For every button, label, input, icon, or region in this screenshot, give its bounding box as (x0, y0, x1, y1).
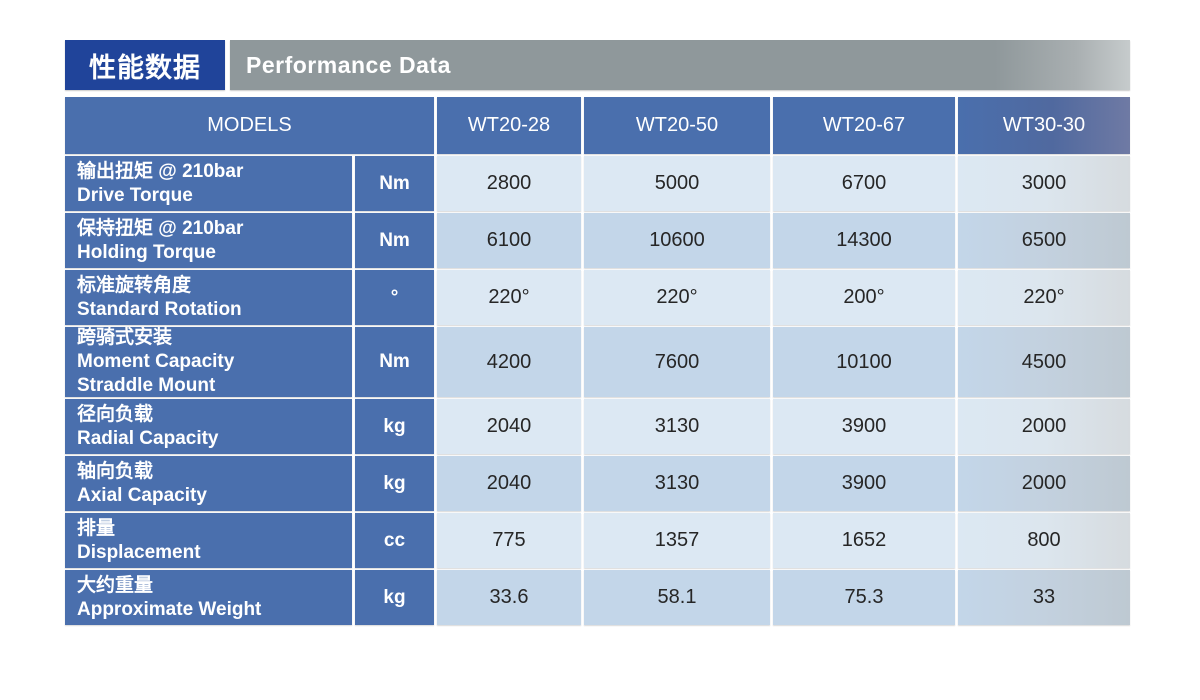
row-label-cell: 大约重量 Approximate Weight (65, 570, 352, 625)
row-label-english: Drive Torque (77, 184, 193, 206)
value-cell: 220° (584, 270, 770, 325)
row-unit-cell: kg (355, 456, 434, 511)
section-title-chinese: 性能数据 (65, 40, 225, 90)
row-unit-cell: ° (355, 270, 434, 325)
row-label-chinese: 标准旋转角度 (77, 274, 192, 296)
value-cell: 33.6 (437, 570, 581, 625)
row-label-english: Approximate Weight (77, 598, 262, 620)
value-cell: 4500 (958, 327, 1130, 397)
value-cell: 75.3 (773, 570, 955, 625)
row-label-cell: 标准旋转角度 Standard Rotation (65, 270, 352, 325)
model-column-header-wt30-30: WT30-30 (958, 97, 1130, 154)
row-label-english: Displacement (77, 541, 201, 563)
row-label-english: Holding Torque (77, 241, 216, 263)
value-cell: 3130 (584, 456, 770, 511)
model-column-header-wt20-50: WT20-50 (584, 97, 770, 154)
row-label-english: Radial Capacity (77, 427, 219, 449)
row-label-chinese: 保持扭矩 @ 210bar (77, 217, 244, 239)
value-cell: 3900 (773, 456, 955, 511)
value-cell: 220° (437, 270, 581, 325)
row-label-cell: 保持扭矩 @ 210bar Holding Torque (65, 213, 352, 268)
value-cell: 3130 (584, 399, 770, 454)
value-cell: 3900 (773, 399, 955, 454)
value-cell: 10100 (773, 327, 955, 397)
row-unit-cell: kg (355, 570, 434, 625)
row-label-chinese: 跨骑式安装 (77, 327, 173, 349)
value-cell: 2800 (437, 156, 581, 211)
row-label-chinese: 输出扭矩 @ 210bar (77, 160, 244, 182)
value-cell: 58.1 (584, 570, 770, 625)
row-label-cell: 径向负载 Radial Capacity (65, 399, 352, 454)
value-cell: 2000 (958, 399, 1130, 454)
section-title-english: Performance Data (230, 40, 1130, 90)
value-cell: 4200 (437, 327, 581, 397)
row-label-cell: 排量 Displacement (65, 513, 352, 568)
value-cell: 2000 (958, 456, 1130, 511)
row-unit-cell: cc (355, 513, 434, 568)
model-column-header-wt20-67: WT20-67 (773, 97, 955, 154)
value-cell: 6100 (437, 213, 581, 268)
value-cell: 3000 (958, 156, 1130, 211)
row-unit-cell: kg (355, 399, 434, 454)
row-label-chinese: 径向负载 (77, 403, 154, 425)
row-label-chinese: 排量 (77, 517, 116, 539)
value-cell: 6500 (958, 213, 1130, 268)
row-label-cell: 轴向负载 Axial Capacity (65, 456, 352, 511)
value-cell: 775 (437, 513, 581, 568)
row-unit-cell: Nm (355, 213, 434, 268)
row-label-chinese: 大约重量 (77, 574, 154, 596)
value-cell: 10600 (584, 213, 770, 268)
row-label-cell: 跨骑式安装 Moment Capacity Straddle Mount (65, 327, 352, 397)
value-cell: 33 (958, 570, 1130, 625)
model-column-header-wt20-28: WT20-28 (437, 97, 581, 154)
row-label-english: Moment Capacity (77, 351, 235, 373)
value-cell: 2040 (437, 456, 581, 511)
models-header-cell: MODELS (65, 97, 434, 154)
row-label-english: Standard Rotation (77, 298, 242, 320)
value-cell: 2040 (437, 399, 581, 454)
value-cell: 5000 (584, 156, 770, 211)
row-label-english: Axial Capacity (77, 484, 207, 506)
row-unit-cell: Nm (355, 156, 434, 211)
performance-table: MODELS WT20-28 WT20-50 WT20-67 WT30-30 输… (65, 97, 1130, 625)
row-unit-cell: Nm (355, 327, 434, 397)
value-cell: 1652 (773, 513, 955, 568)
value-cell: 7600 (584, 327, 770, 397)
row-label-cell: 输出扭矩 @ 210bar Drive Torque (65, 156, 352, 211)
row-label-english-line2: Straddle Mount (77, 374, 216, 396)
value-cell: 6700 (773, 156, 955, 211)
value-cell: 220° (958, 270, 1130, 325)
value-cell: 1357 (584, 513, 770, 568)
value-cell: 200° (773, 270, 955, 325)
section-banner: 性能数据 Performance Data (65, 40, 1130, 90)
value-cell: 14300 (773, 213, 955, 268)
value-cell: 800 (958, 513, 1130, 568)
row-label-chinese: 轴向负载 (77, 460, 154, 482)
